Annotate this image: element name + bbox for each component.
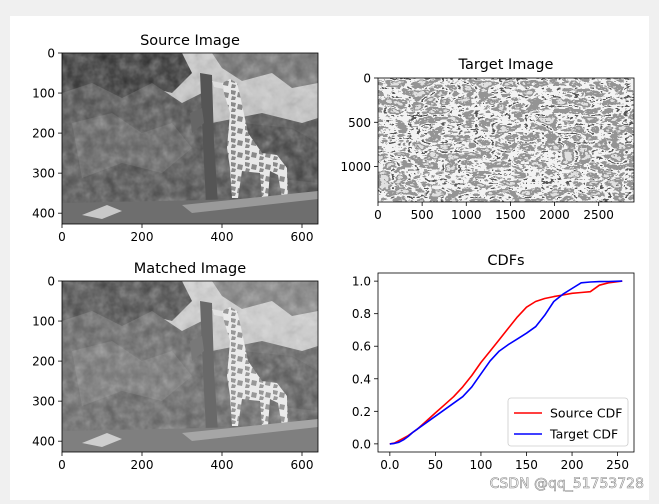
y-tick-label: 0.0 [352, 437, 371, 451]
y-tick-label: 1000 [340, 160, 371, 174]
x-tick-label: 0.0 [380, 458, 399, 472]
target-image-picture [378, 78, 634, 202]
x-tick-label: 1000 [451, 208, 482, 222]
y-tick-label: 300 [32, 395, 55, 409]
x-tick-label: 250 [606, 458, 629, 472]
x-tick-label: 400 [211, 458, 234, 472]
watermark: CSDN @qq_51753728 [490, 476, 644, 492]
subplot-matched-image: Matched Image 0 200 400 600 0 100 200 300 400 [32, 261, 319, 472]
matched-image-title: Matched Image [134, 261, 246, 277]
x-tick-label: 1500 [495, 208, 526, 222]
x-tick-label: 0 [374, 208, 382, 222]
figure-svg: Source Image 0 200 400 600 0 100 200 300 400 Tar… [32, 33, 644, 492]
x-tick-label: 500 [411, 208, 434, 222]
y-tick-label: 200 [32, 355, 55, 369]
legend-label: Source CDF [550, 406, 622, 421]
y-tick-label: 200 [32, 127, 55, 141]
matched-image-picture [62, 281, 318, 452]
x-tick-label: 150 [515, 458, 538, 472]
x-tick-label: 600 [291, 230, 314, 244]
y-tick-label: 0.2 [352, 405, 371, 419]
subplot-cdfs: CDFs 0.0 50 100 150 200 250 0.0 0.2 0.4 0.6 0.8 1.0… [352, 253, 635, 472]
y-tick-label: 400 [32, 207, 55, 221]
y-tick-label: 0 [47, 275, 55, 289]
x-tick-label: 100 [469, 458, 492, 472]
x-tick-label: 400 [211, 230, 234, 244]
legend-label: Target CDF [549, 427, 618, 442]
x-tick-label: 200 [131, 458, 154, 472]
x-tick-label: 200 [131, 230, 154, 244]
y-tick-label: 100 [32, 87, 55, 101]
y-tick-label: 300 [32, 167, 55, 181]
y-tick-label: 1.0 [352, 275, 371, 289]
subplot-target-image: Target Image 0 500 1000 1500 2000 2500 0 500 100… [340, 57, 635, 222]
x-tick-label: 2000 [539, 208, 570, 222]
y-tick-label: 500 [348, 116, 371, 130]
y-tick-label: 400 [32, 435, 55, 449]
y-tick-label: 0.6 [352, 340, 371, 354]
y-tick-label: 0 [363, 72, 371, 86]
source-image-title: Source Image [140, 33, 240, 49]
target-image-title: Target Image [458, 57, 554, 73]
source-image-picture [62, 53, 318, 224]
subplot-source-image: Source Image 0 200 400 600 0 100 200 300 400 [32, 33, 319, 244]
x-tick-label: 50 [428, 458, 443, 472]
y-tick-label: 0.8 [352, 307, 371, 321]
cdf-legend: Source CDF Target CDF [507, 397, 629, 447]
series-line-2 [389, 280, 623, 445]
cdfs-title: CDFs [487, 253, 524, 269]
y-tick-label: 100 [32, 315, 55, 329]
y-tick-label: 0 [47, 47, 55, 61]
x-tick-label: 0 [58, 230, 66, 244]
x-tick-label: 600 [291, 458, 314, 472]
figure-canvas: Source Image 0 200 400 600 0 100 200 300 400 Tar… [10, 16, 649, 500]
x-tick-label: 2500 [583, 208, 614, 222]
y-tick-label: 0.4 [352, 372, 371, 386]
x-tick-label: 200 [561, 458, 584, 472]
x-tick-label: 0 [58, 458, 66, 472]
